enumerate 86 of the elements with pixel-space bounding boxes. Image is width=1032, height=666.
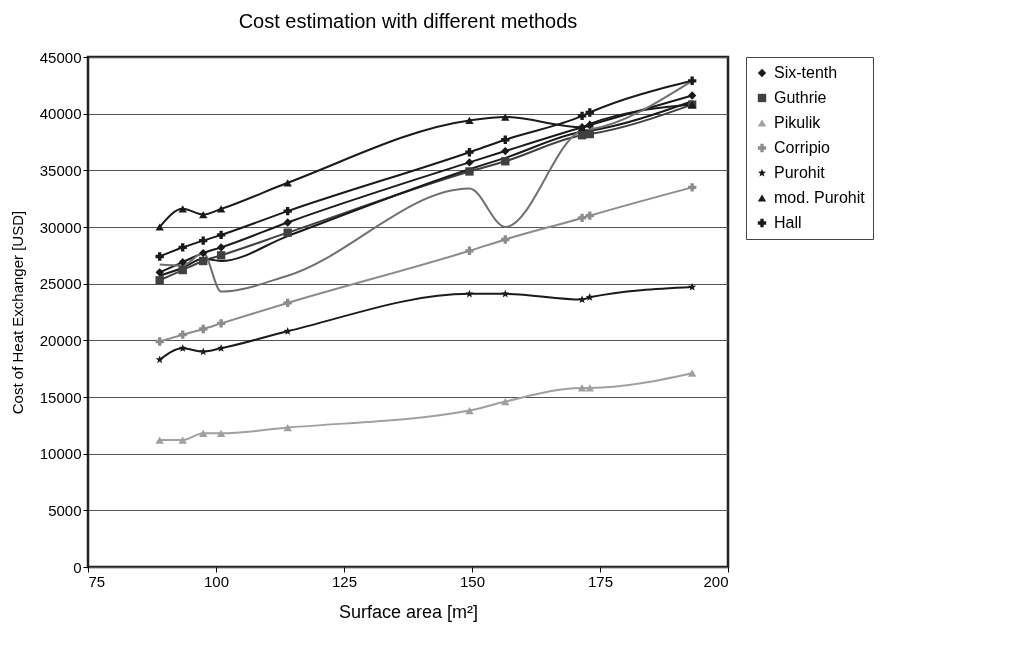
y-axis-title: Cost of Heat Exchanger [USD] — [8, 210, 26, 415]
point — [501, 397, 510, 406]
point — [501, 235, 510, 244]
point — [577, 111, 587, 121]
point — [465, 406, 474, 415]
point — [216, 429, 226, 437]
point — [585, 108, 594, 117]
point — [687, 183, 697, 192]
x-tick-label: 75 — [88, 572, 106, 590]
point — [465, 167, 474, 176]
point — [585, 293, 594, 301]
point — [283, 423, 292, 432]
point — [217, 344, 226, 352]
point — [155, 268, 164, 277]
point — [283, 228, 292, 237]
y-tick-label: 25000 — [39, 275, 82, 293]
point — [465, 246, 474, 255]
legend-label: Guthrie — [774, 89, 827, 106]
legend-label: Purohit — [774, 164, 826, 181]
point — [178, 330, 187, 339]
point — [501, 146, 510, 156]
point — [199, 347, 208, 356]
legend-label: Corripio — [774, 139, 831, 156]
y-tick-label: 0 — [73, 558, 82, 576]
y-tick-label: 10000 — [39, 445, 82, 463]
point — [283, 218, 292, 227]
point — [501, 113, 510, 121]
legend-label: Hall — [774, 214, 802, 231]
point — [465, 289, 474, 298]
point — [577, 131, 587, 140]
y-tick-label: 45000 — [39, 48, 82, 66]
y-tick-label: 40000 — [39, 105, 82, 123]
point — [155, 276, 164, 285]
x-tick-label: 125 — [331, 572, 358, 590]
legend-label: Six-tenth — [774, 64, 838, 81]
point — [155, 252, 164, 261]
point — [216, 319, 226, 328]
point — [216, 243, 226, 252]
point — [199, 429, 208, 437]
point — [687, 76, 697, 85]
point — [199, 236, 208, 245]
point — [178, 265, 187, 275]
point — [155, 355, 164, 364]
point — [577, 213, 587, 223]
point — [199, 324, 208, 334]
chart-title: Cost estimation with different methods — [238, 10, 578, 32]
point — [687, 91, 697, 100]
y-tick-label: 20000 — [39, 331, 82, 349]
x-tick-label: 175 — [587, 572, 614, 590]
point — [501, 289, 510, 298]
point — [501, 157, 510, 166]
point — [199, 210, 208, 219]
y-tick-label: 5000 — [48, 501, 82, 519]
point — [283, 327, 292, 335]
x-tick-label: 150 — [459, 572, 486, 590]
point — [216, 205, 226, 213]
point — [465, 116, 474, 125]
x-axis-title: Surface area [m²] — [338, 601, 479, 622]
point — [687, 369, 697, 377]
point — [585, 129, 594, 139]
point — [199, 256, 208, 266]
legend-label: mod. Purohit — [774, 189, 866, 206]
point — [178, 344, 187, 352]
point — [465, 158, 474, 167]
point — [216, 251, 226, 260]
point — [465, 148, 474, 157]
point — [585, 211, 594, 220]
y-tick-label: 35000 — [39, 161, 82, 179]
point — [155, 436, 164, 444]
legend-label: Pikulik — [774, 114, 822, 131]
x-tick-label: 100 — [203, 572, 230, 590]
x-tick-label: 200 — [703, 572, 729, 590]
point — [283, 298, 292, 308]
point — [178, 257, 187, 267]
point — [283, 206, 292, 216]
point — [216, 230, 226, 240]
y-tick-label: 30000 — [39, 218, 82, 236]
point — [577, 384, 587, 392]
point — [283, 179, 292, 187]
y-tick-label: 15000 — [39, 388, 82, 406]
point — [155, 337, 164, 346]
point — [585, 384, 594, 392]
point — [178, 243, 187, 252]
point — [199, 248, 208, 258]
point — [155, 223, 164, 231]
point — [178, 436, 187, 444]
